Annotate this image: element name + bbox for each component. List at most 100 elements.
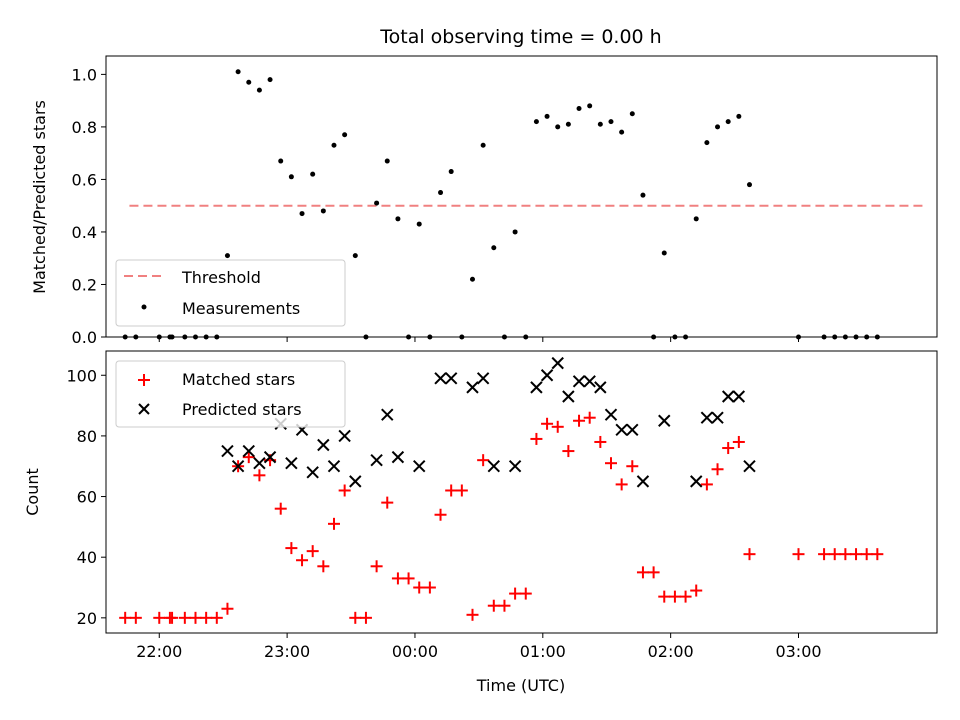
measurement-point	[342, 132, 348, 138]
measurement-point	[672, 334, 678, 340]
matched-star-point	[200, 611, 213, 624]
measurement-point	[555, 124, 561, 130]
measurement-point	[491, 245, 497, 251]
matched-star-point	[594, 435, 607, 448]
matched-star-point	[178, 611, 191, 624]
matched-star-point	[551, 420, 564, 433]
bottom-y-ticks: 20 40 60 80 100	[66, 366, 106, 628]
predicted-star-point	[562, 390, 575, 403]
matched-star-point	[839, 548, 852, 561]
matched-star-point	[509, 587, 522, 600]
predicted-star-point	[583, 375, 596, 388]
predicted-star-point	[540, 369, 554, 382]
matched-star-point	[626, 460, 639, 473]
predicted-star-point	[370, 453, 383, 467]
predicted-star-point	[626, 423, 639, 437]
y-tick-label: 60	[77, 488, 97, 507]
legend-predicted-swatch	[138, 403, 150, 415]
measurement-point	[832, 334, 838, 340]
matched-star-point	[541, 417, 554, 430]
measurement-point	[267, 77, 273, 83]
bottom-axes-frame	[105, 350, 938, 634]
matched-star-point	[338, 484, 351, 497]
top-axes: 0.0 0.2 0.4 0.6 0.8 1.0 Matched/Predicted sta…	[30, 55, 938, 347]
measurement-point	[299, 211, 305, 217]
matched-star-point	[445, 484, 458, 497]
matched-star-point	[327, 517, 340, 530]
y-tick-label: 1.0	[72, 65, 97, 84]
top-y-ticks: 0.0 0.2 0.4 0.6 0.8 1.0	[72, 65, 106, 347]
y-tick-label: 40	[77, 548, 97, 567]
matched-star-point	[242, 451, 255, 464]
predicted-star-point	[530, 381, 543, 394]
matched-star-point	[573, 414, 586, 427]
measurement-point	[331, 142, 337, 148]
predicted-star-point	[231, 460, 245, 473]
predicted-star-point	[466, 381, 479, 394]
matched-star-point	[850, 548, 863, 561]
matched-star-point	[221, 602, 234, 615]
predicted-star-point	[721, 390, 735, 403]
predicted-star-point	[285, 456, 298, 470]
measurement-point	[597, 121, 603, 127]
matched-star-point	[690, 584, 703, 597]
legend-matched-label: Matched stars	[182, 370, 295, 389]
predicted-star-point	[508, 460, 522, 473]
matched-star-point	[306, 545, 319, 558]
measurement-point	[182, 334, 188, 340]
matched-star-point	[455, 484, 468, 497]
measurement-point	[874, 334, 880, 340]
measurement-point	[469, 276, 475, 282]
matched-star-point	[860, 548, 873, 561]
measurement-point	[288, 174, 294, 180]
measurement-point	[374, 200, 380, 206]
predicted-star-point	[434, 372, 447, 385]
legend-measurements-label: Measurements	[182, 299, 300, 318]
predicted-star-point	[572, 375, 586, 388]
measurement-point	[533, 119, 539, 125]
matched-star-point	[519, 587, 532, 600]
x-tick-label: 22:00	[136, 642, 182, 661]
matched-star-point	[210, 611, 223, 624]
matched-star-point	[370, 560, 383, 573]
predicted-star-point	[604, 408, 618, 421]
predicted-star-point	[391, 450, 405, 464]
measurement-point	[640, 192, 646, 198]
matched-star-point	[604, 457, 617, 470]
measurement-point	[661, 250, 667, 256]
measurement-point	[629, 111, 635, 117]
measurement-point	[235, 69, 241, 75]
matched-star-point	[391, 572, 404, 585]
matched-star-point	[423, 581, 436, 594]
matched-star-point	[583, 411, 596, 424]
predicted-star-point	[338, 429, 351, 443]
predicted-star-point	[317, 438, 330, 452]
measurement-point	[576, 106, 582, 112]
matched-star-point	[285, 542, 298, 555]
top-x-ticks	[158, 337, 799, 342]
bottom-legend: Matched stars Predicted stars	[115, 360, 346, 428]
measurement-point	[395, 216, 401, 222]
measurement-point	[480, 142, 486, 148]
chart-title: Total observing time = 0.00 h	[379, 26, 661, 48]
predicted-star-point	[349, 475, 362, 488]
top-plot-area	[122, 69, 925, 340]
measurement-point	[384, 158, 390, 164]
matched-star-point	[711, 463, 724, 476]
x-tick-label: 01:00	[520, 642, 566, 661]
y-tick-label: 20	[77, 609, 97, 628]
measurement-point	[587, 103, 593, 109]
y-tick-label: 0.6	[72, 170, 97, 189]
legend-predicted-label: Predicted stars	[182, 400, 302, 419]
measurement-point	[864, 334, 870, 340]
matched-star-point	[402, 572, 415, 585]
measurement-point	[715, 124, 721, 130]
top-y-axis-label: Matched/Predicted stars	[30, 100, 49, 294]
measurement-point	[406, 334, 412, 340]
matched-star-point	[253, 469, 266, 482]
predicted-star-point	[594, 381, 607, 394]
predicted-star-point	[700, 411, 714, 424]
matched-star-point	[434, 508, 447, 521]
measurement-point	[214, 334, 220, 340]
